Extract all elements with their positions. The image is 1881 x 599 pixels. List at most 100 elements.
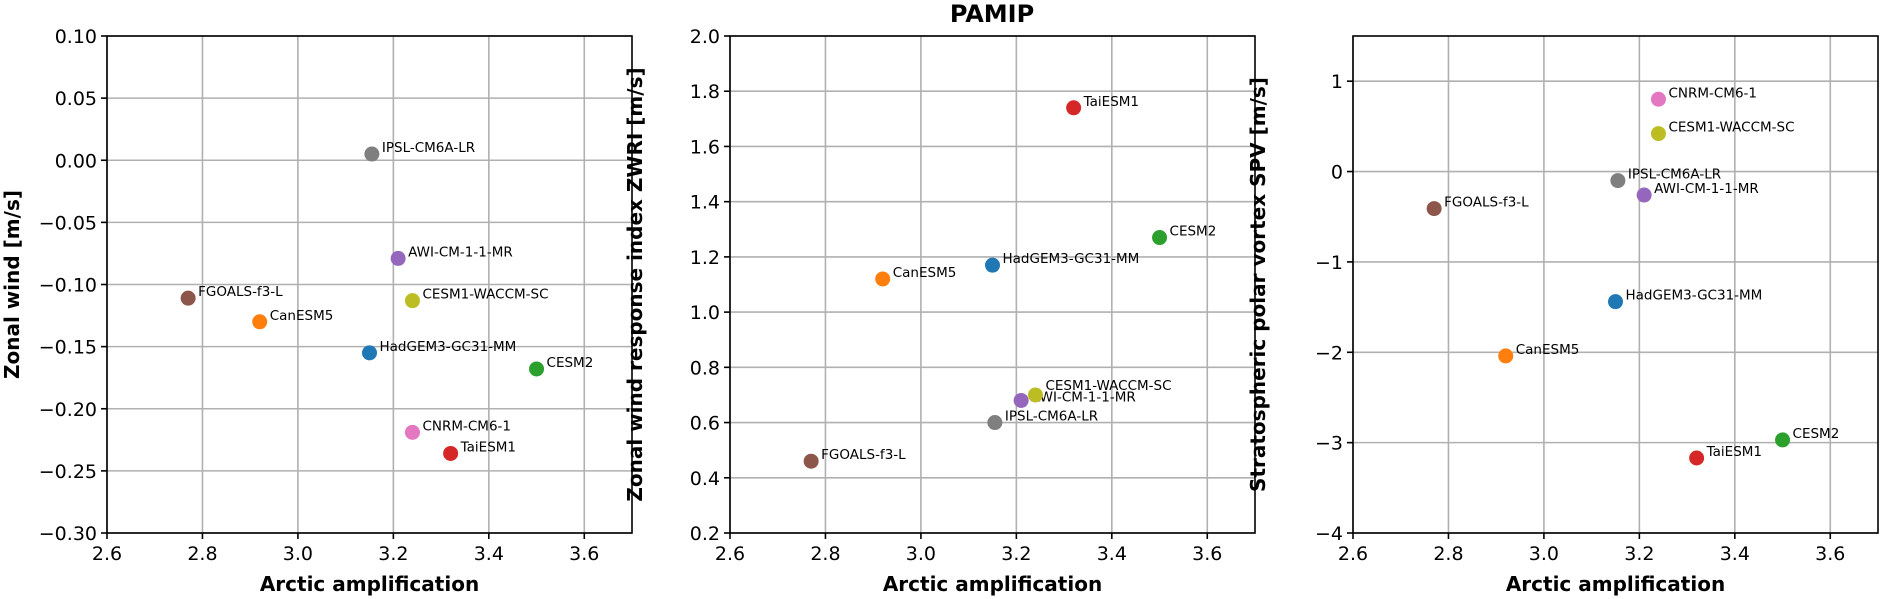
x-tick-label: 3.0: [1529, 543, 1559, 565]
data-point: [529, 361, 545, 377]
y-tick-label: 0.05: [55, 88, 97, 110]
data-point: [1152, 230, 1168, 246]
data-point: [362, 345, 377, 361]
x-tick-label: 2.8: [810, 543, 840, 565]
point-label: CESM2: [547, 355, 594, 371]
point-label: FGOALS-f3-L: [821, 447, 906, 463]
y-tick-label: 0.8: [690, 357, 720, 379]
point-label: IPSL-CM6A-LR: [1628, 167, 1721, 183]
x-tick-label: 3.2: [1624, 543, 1654, 565]
point-label: CanESM5: [270, 308, 334, 324]
data-point: [1610, 173, 1626, 189]
point-label: AWI-CM-1-1-MR: [1654, 181, 1759, 197]
panel-2: 2.6 2.8 3.0 3.2 3.4 3.6 0.2 0.4 0.6 0.8 1.0 1.2 1.4 1…: [623, 26, 1256, 596]
point-label: HadGEM3-GC31-MM: [1626, 288, 1763, 304]
point-label: HadGEM3-GC31-MM: [380, 339, 517, 355]
point-label: CanESM5: [893, 265, 957, 281]
y-tick-label: 1: [1331, 71, 1343, 93]
point-label: CNRM-CM6-1: [422, 418, 511, 434]
point-label: CESM2: [1793, 426, 1840, 442]
data-point: [987, 415, 1003, 431]
data-point: [404, 424, 420, 440]
y-tick-label: 2.0: [690, 26, 720, 48]
point-label: CanESM5: [1516, 342, 1580, 358]
data-point: [1650, 126, 1666, 142]
data-point: [1027, 387, 1043, 403]
x-tick-label: 2.6: [715, 543, 745, 565]
x-tick-label: 3.6: [1192, 543, 1222, 565]
data-point: [1013, 392, 1029, 408]
y-axis-label: Stratospheric polar vortex SPV [m/s]: [1246, 77, 1270, 492]
point-label: IPSL-CM6A-LR: [1005, 409, 1098, 425]
y-tick-label: −0.15: [39, 337, 97, 359]
y-tick-label: 1.0: [690, 302, 720, 324]
y-tick-label: −0.10: [39, 275, 97, 297]
x-tick-label: 2.8: [187, 543, 217, 565]
x-tick-label: 3.6: [569, 543, 599, 565]
y-axis-label: Zonal wind response index ZWRI [m/s]: [623, 67, 647, 501]
point-label: CESM1-WACCM-SC: [1668, 120, 1794, 136]
y-tick-label: 0.00: [55, 150, 97, 172]
x-tick-label: 3.0: [906, 543, 936, 565]
y-tick-label: 0.6: [690, 413, 720, 435]
x-tick-label: 3.2: [378, 543, 408, 565]
point-label: IPSL-CM6A-LR: [382, 140, 475, 156]
point-label: CESM1-WACCM-SC: [1045, 378, 1171, 394]
y-tick-label: −1: [1315, 252, 1343, 274]
point-label: TaiESM1: [1083, 94, 1139, 110]
point-label: CESM1-WACCM-SC: [422, 287, 548, 303]
y-tick-label: −0.20: [39, 399, 97, 421]
data-point: [1066, 100, 1082, 116]
point-label: TaiESM1: [460, 439, 516, 455]
point-label: CESM2: [1170, 224, 1217, 240]
x-tick-label: 3.6: [1815, 543, 1845, 565]
x-tick-label: 3.0: [283, 543, 313, 565]
panel-1: 2.6 2.8 3.0 3.2 3.4 3.6 −0.30 −0.25 −0.20 −0.15 −0…: [0, 26, 633, 596]
point-label: AWI-CM-1-1-MR: [1031, 389, 1136, 405]
y-tick-label: 1.8: [690, 81, 720, 103]
data-point: [1498, 348, 1514, 364]
point-label: HadGEM3-GC31-MM: [1003, 251, 1140, 267]
point-label: TaiESM1: [1706, 444, 1762, 460]
point-label: AWI-CM-1-1-MR: [408, 244, 513, 260]
x-tick-label: 2.8: [1433, 543, 1463, 565]
y-tick-label: 0.2: [690, 523, 720, 545]
data-point: [1650, 91, 1666, 107]
data-point: [364, 146, 380, 162]
axes-frame: [729, 35, 1256, 534]
data-point: [404, 293, 420, 309]
x-tick-label: 2.6: [1338, 543, 1368, 565]
data-point: [390, 250, 406, 266]
y-axis-label: Zonal wind [m/s]: [0, 190, 24, 379]
x-axis-label: Arctic amplification: [883, 572, 1102, 596]
y-tick-label: 0.10: [55, 26, 97, 48]
point-label: CNRM-CM6-1: [1668, 85, 1757, 101]
x-axis-label: Arctic amplification: [1506, 572, 1725, 596]
x-tick-label: 3.2: [1001, 543, 1031, 565]
data-point: [1608, 294, 1623, 310]
data-point: [803, 453, 819, 469]
data-point: [1775, 432, 1791, 448]
y-tick-label: 1.6: [690, 136, 720, 158]
point-label: FGOALS-f3-L: [1444, 195, 1529, 211]
data-point: [252, 314, 268, 330]
data-point: [180, 290, 196, 306]
y-tick-label: −2: [1315, 342, 1343, 364]
point-label: FGOALS-f3-L: [198, 284, 283, 300]
data-point: [985, 257, 1000, 273]
x-tick-label: 3.4: [474, 543, 504, 565]
data-point: [875, 271, 891, 287]
y-tick-label: 0: [1331, 162, 1343, 184]
y-tick-label: −0.25: [39, 461, 97, 483]
x-tick-label: 2.6: [92, 543, 122, 565]
y-tick-label: −4: [1315, 523, 1343, 545]
data-point: [1426, 201, 1442, 217]
panel-3: 2.6 2.8 3.0 3.2 3.4 3.6 −4 −3 −2 −1 0 1 Arctic ampli…: [1246, 35, 1879, 596]
figure-title: PAMIP: [950, 0, 1034, 28]
x-tick-label: 3.4: [1720, 543, 1750, 565]
y-tick-label: 1.4: [690, 192, 720, 214]
data-point: [1689, 450, 1705, 466]
y-tick-label: −0.30: [39, 523, 97, 545]
x-axis-label: Arctic amplification: [260, 572, 479, 596]
